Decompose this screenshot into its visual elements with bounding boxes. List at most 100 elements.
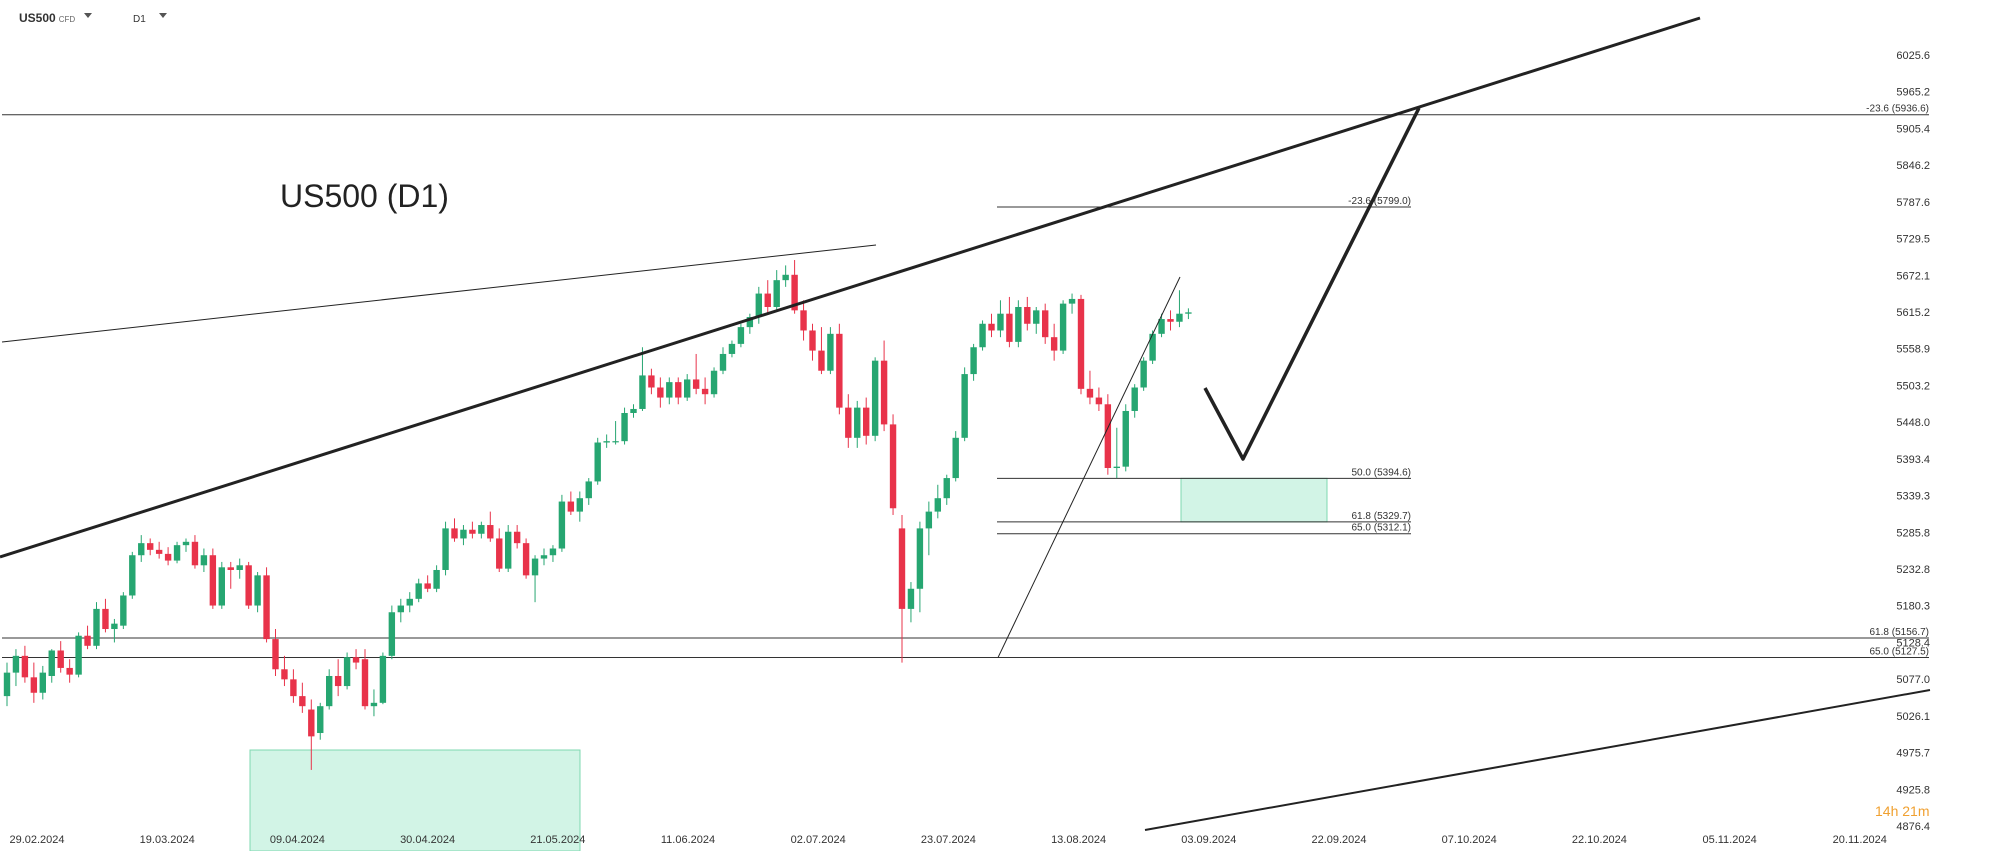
candle-body [1149,333,1156,361]
candle-body [48,650,55,676]
date-tick-label: 05.11.2024 [1702,834,1756,846]
candle-body [424,583,431,589]
candle-body [263,575,270,640]
date-tick-label: 22.10.2024 [1572,834,1627,846]
candle-body [934,498,941,512]
demand-zone-april [249,749,581,851]
symbol-chevron-down-icon[interactable] [84,13,92,18]
price-tick-label: 5232.8 [1896,564,1930,576]
candle-body [675,382,682,398]
candle-body [75,635,82,675]
candle-body [406,598,413,606]
candle-body [773,280,780,307]
price-tick-label: 6025.6 [1896,50,1930,62]
price-tick-label: 5339.3 [1896,491,1930,503]
candles [3,260,1192,770]
candle-body [155,549,163,554]
fib-level-label: -23.6 (5799.0) [1348,196,1411,207]
price-tick-label: 5615.2 [1896,307,1930,319]
price-tick-label: 5503.2 [1896,380,1930,392]
price-tick-label: 5026.1 [1896,711,1930,723]
candle-body [889,424,897,509]
candle-body [648,375,655,388]
price-tick-label: 5672.1 [1896,270,1930,282]
candle-body [585,481,592,499]
price-tick-label: 5965.2 [1896,87,1930,99]
candle-body [505,531,512,569]
high-connector-line [1,244,877,343]
candle-body [209,555,217,606]
candle-body [1176,313,1183,322]
candle-body [245,565,252,606]
date-tick-label: 03.09.2024 [1181,834,1236,846]
candle-body [531,558,539,576]
candle-body [800,310,807,331]
candle-body [1113,466,1120,469]
candle-body [880,360,888,425]
date-tick-label: 21.05.2024 [530,834,585,846]
fib-level-label: 65.0 (5127.5) [1870,647,1930,658]
candle-body [907,588,915,609]
fibonacci-lines [2,114,1929,659]
fib-level-label: 50.0 (5394.6) [1352,467,1412,478]
date-axis[interactable]: 29.02.2024 19.03.2024 09.04.2024 30.04.2024… [9,834,1886,846]
candle-body [1050,337,1058,351]
candle-body [1122,410,1129,467]
candle-body [352,657,360,663]
candle-body [621,412,628,442]
candle-body [272,639,279,670]
candle-countdown-timer: 14h 21m [1875,803,1930,819]
date-tick-label: 22.09.2024 [1311,834,1366,846]
price-tick-label: 5128.4 [1896,637,1930,649]
candle-body [102,608,109,630]
candle-body [138,543,145,556]
price-axis[interactable]: 6025.6 5965.2 5905.4 5846.2 5787.6 5729.5 5672… [1896,50,1930,833]
candle-body [782,274,789,281]
demand-zones [249,477,1328,851]
candle-body [496,538,503,569]
candle-body [863,407,870,436]
candle-body [952,437,959,479]
price-tick-label: 4925.8 [1896,784,1930,796]
candle-body [415,583,422,599]
fib-anchor-line [997,276,1181,658]
candle-body [737,327,745,344]
timeframe-selector[interactable]: D1 [133,14,146,25]
candle-body [970,347,977,375]
candle-body [845,407,852,438]
candle-body [567,501,575,512]
chart-title: US500 (D1) [280,178,449,214]
candle-body [549,548,557,556]
candle-body [317,706,324,734]
fib-level-label: 61.8 (5156.7) [1870,627,1930,638]
candle-body [290,679,297,697]
price-tick-label: 5846.2 [1896,160,1930,172]
candle-body [173,545,181,561]
date-tick-label: 02.07.2024 [791,834,846,846]
candle-body [129,555,136,596]
symbol-name: US500 [19,11,56,25]
candle-body [594,442,601,482]
candle-body [871,360,879,436]
demand-zone-september [1180,477,1328,523]
candle-body [30,677,38,693]
candle-body [1104,404,1112,469]
candle-body [1077,298,1085,389]
candle-body [361,659,369,707]
price-tick-label: 5905.4 [1896,123,1930,135]
candle-body [1086,388,1094,398]
price-tick-label: 5285.8 [1896,527,1930,539]
candle-body [1140,360,1147,388]
candle-body [1006,313,1013,342]
candle-body [728,343,736,354]
timeframe-chevron-down-icon[interactable] [159,13,167,18]
candle-body [93,608,100,646]
symbol-selector[interactable]: US500 CFD [19,11,75,25]
candle-body [236,565,243,570]
candle-body [308,709,315,737]
candle-body [39,672,46,693]
candle-body [746,317,754,328]
candle-body [66,667,73,675]
candle-body [12,655,20,673]
